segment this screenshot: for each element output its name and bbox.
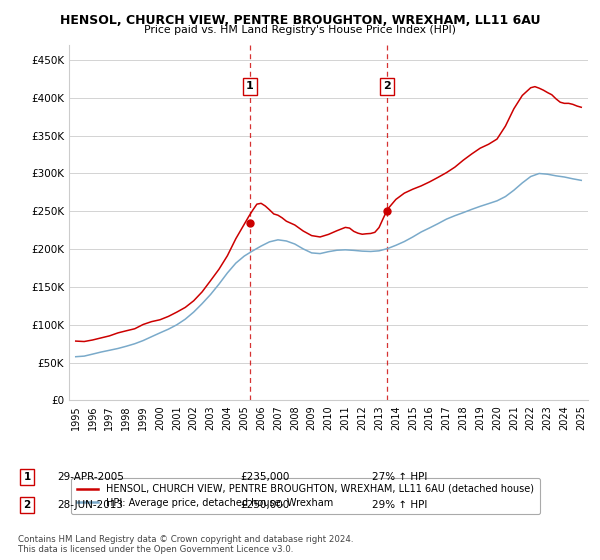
Text: 27% ↑ HPI: 27% ↑ HPI [372,472,427,482]
Text: 29% ↑ HPI: 29% ↑ HPI [372,500,427,510]
Text: 2: 2 [23,500,31,510]
Text: £250,000: £250,000 [240,500,289,510]
Text: 1: 1 [23,472,31,482]
Legend: HENSOL, CHURCH VIEW, PENTRE BROUGHTON, WREXHAM, LL11 6AU (detached house), HPI: : HENSOL, CHURCH VIEW, PENTRE BROUGHTON, W… [71,478,540,514]
Text: Contains HM Land Registry data © Crown copyright and database right 2024.
This d: Contains HM Land Registry data © Crown c… [18,535,353,554]
Text: 2: 2 [383,81,391,91]
Text: 29-APR-2005: 29-APR-2005 [57,472,124,482]
Text: 28-JUN-2013: 28-JUN-2013 [57,500,123,510]
Text: £235,000: £235,000 [240,472,289,482]
Text: Price paid vs. HM Land Registry's House Price Index (HPI): Price paid vs. HM Land Registry's House … [144,25,456,35]
Text: 1: 1 [246,81,254,91]
Text: HENSOL, CHURCH VIEW, PENTRE BROUGHTON, WREXHAM, LL11 6AU: HENSOL, CHURCH VIEW, PENTRE BROUGHTON, W… [60,14,540,27]
